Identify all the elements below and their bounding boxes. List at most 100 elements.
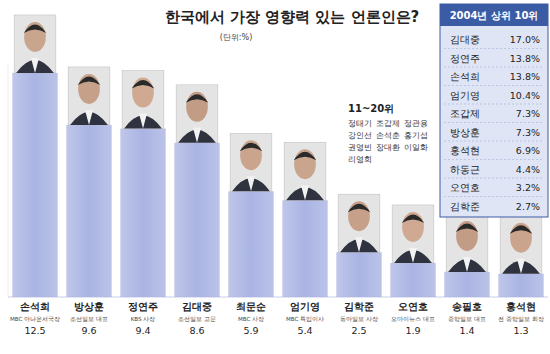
bar (336, 252, 381, 297)
annotation-name: 권영빈 (348, 143, 372, 152)
annotation-name: 강인선 (348, 131, 372, 140)
table-cell: 조갑제 (450, 108, 480, 119)
category-label: 홍석현 (506, 301, 536, 312)
portrait (500, 216, 542, 274)
portrait-face (78, 74, 100, 104)
category-label: 최문순 (236, 301, 266, 312)
table-row-rule (444, 48, 544, 49)
portrait-frame (284, 142, 326, 200)
category-label: 오연호 (398, 301, 428, 312)
portrait-frame (122, 71, 164, 129)
bar (390, 263, 435, 297)
category-label: 김학준 (344, 301, 374, 312)
annotation-name: 정태기 (348, 119, 372, 128)
bar (498, 274, 543, 297)
table-cell: 홍석현 (450, 145, 480, 156)
table-row-rule (444, 196, 544, 197)
bar (120, 129, 165, 297)
category-label: 방상훈 (74, 301, 104, 312)
data-label: 5.4 (297, 325, 312, 336)
data-label: 12.5 (24, 325, 45, 336)
portrait-frame (446, 214, 488, 272)
table-row-rule (444, 178, 544, 179)
table-box (440, 4, 548, 217)
affiliation-label: MBC 특임이사 (286, 316, 324, 322)
bar (174, 143, 219, 297)
data-label: 1.9 (405, 325, 420, 336)
affiliation-label: 전 중앙일보 회장 (498, 316, 544, 322)
affiliation-label: MBC 아나운서국장 (10, 316, 60, 322)
portrait-hair (240, 143, 263, 152)
table-row-rule (444, 67, 544, 68)
bar (228, 191, 273, 297)
category-label: 김대중 (182, 301, 212, 312)
table-row-rule (444, 141, 544, 142)
portrait-shirt (301, 185, 309, 200)
portrait (392, 205, 434, 263)
portrait-face (348, 201, 370, 231)
portrait-frame (338, 194, 380, 252)
table-row-rule (444, 122, 544, 123)
portrait-face (240, 140, 262, 170)
chart: 한국에서 가장 영향력 있는 언론인은? (단위:%) 손석희 MBC 아나운서국장 1… (0, 0, 550, 354)
portrait-hair (294, 152, 317, 161)
title: 한국에서 가장 영향력 있는 언론인은? (165, 8, 420, 26)
portrait-hair (456, 223, 479, 232)
portrait-face (510, 223, 532, 253)
data-label: 5.9 (243, 325, 258, 336)
subtitle: (단위:%) (220, 33, 253, 42)
annotation-name: 조갑제 (376, 119, 400, 128)
labels: 손석희MBC 아나운서국장12.5방상훈조선일보 대표9.6정연주KBS 사장9… (10, 301, 544, 336)
table-cell: 정연주 (450, 53, 480, 64)
portrait-frame (230, 133, 272, 191)
table-title: 2004년 상위 10위 (450, 10, 539, 21)
portrait (338, 194, 380, 252)
value-axis-range (8, 64, 9, 297)
portrait-hair (402, 214, 425, 223)
table-cell: 2.7% (516, 201, 540, 212)
data-label: 9.6 (81, 325, 96, 336)
portrait-frame (68, 67, 110, 125)
affiliation-label: 오마이뉴스 대표 (391, 316, 435, 322)
portrait-face (456, 221, 478, 251)
table-cell: 3.2% (516, 182, 540, 193)
table-cell: 하동근 (450, 164, 480, 175)
affiliation-label: 동아일보 사장 (340, 316, 378, 322)
portrait (122, 71, 164, 129)
portrait (284, 142, 326, 200)
portrait-face (186, 92, 208, 122)
affiliation-label: 조선일보 대표 (70, 316, 108, 322)
chart-root: 한국에서 가장 영향력 있는 언론인은? (단위:%) 손석희 MBC 아나운서국장 1… (0, 0, 550, 354)
portrait-hair (186, 94, 209, 103)
portrait-face (402, 212, 424, 242)
portrait-face (24, 22, 46, 52)
table-cell: 손석희 (450, 71, 480, 82)
table-2004: 2004년 상위 10위김대중17.0%정연주13.8%손석희13.8%엄기영1… (440, 4, 548, 217)
portrait (14, 15, 56, 73)
table-cell: 13.8% (510, 71, 540, 82)
table-cell: 김대중 (450, 34, 480, 45)
table-cell: 17.0% (510, 34, 540, 45)
table-cell: 오연호 (450, 182, 480, 193)
bar (444, 272, 489, 297)
affiliation-label: MBC 사장 (238, 316, 264, 322)
table-cell: 방상훈 (450, 127, 480, 138)
portrait (176, 85, 218, 143)
portrait-shirt (355, 237, 363, 252)
annotation-name: 손석춘 (376, 131, 400, 140)
table-row-rule (444, 104, 544, 105)
portrait (230, 133, 272, 191)
portrait-hair (24, 24, 47, 33)
table-cell: 13.8% (510, 53, 540, 64)
data-label: 1.3 (513, 325, 528, 336)
annotation-name: 장대환 (376, 143, 400, 152)
table-header (440, 4, 548, 26)
portrait-hair (348, 204, 371, 213)
category-label: 손석희 (20, 301, 50, 312)
photos (14, 15, 542, 274)
portrait-hair (132, 80, 155, 89)
portrait-face (294, 149, 316, 179)
affiliation-label: 조선일보 고문 (178, 316, 216, 322)
portrait-hair (78, 76, 101, 85)
portrait-shirt (247, 176, 255, 191)
